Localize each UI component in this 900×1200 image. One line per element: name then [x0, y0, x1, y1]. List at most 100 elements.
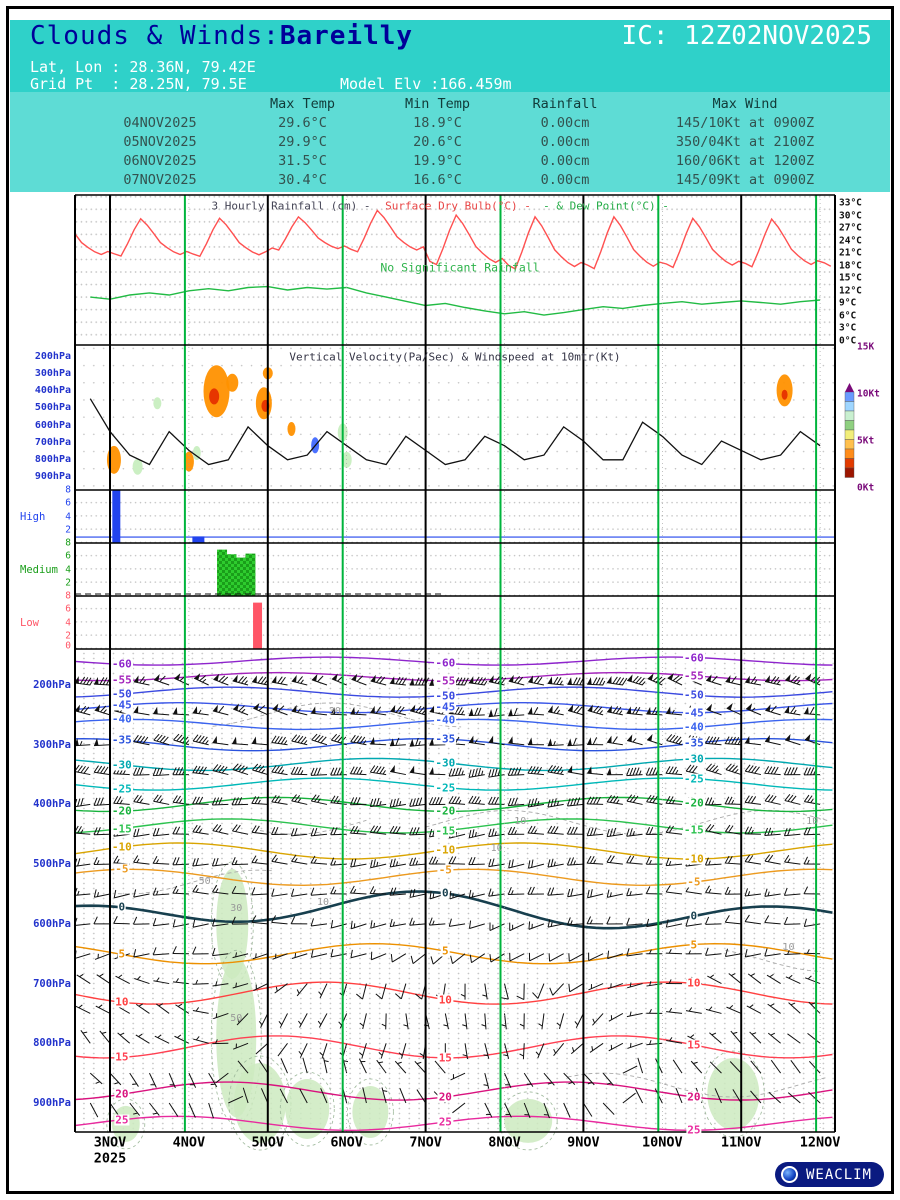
wind-barb: [299, 1088, 308, 1104]
wind-barb: [566, 826, 584, 835]
rh-contour: [346, 1078, 394, 1146]
isotherm--30: [74, 757, 833, 772]
wind-barb: [153, 673, 170, 686]
wind-barb: [547, 887, 564, 896]
wind-barb: [606, 735, 623, 746]
wind-barb: [212, 764, 229, 776]
wind-barb: [369, 797, 387, 808]
wind-barb: [744, 736, 761, 746]
wind-barb: [129, 1102, 140, 1116]
wind-barb: [583, 1072, 595, 1086]
wind-barb: [724, 855, 742, 865]
wind-barb: [350, 885, 367, 895]
wind-barb: [764, 766, 781, 776]
wind-barb: [430, 953, 446, 965]
forecast-row: 04NOV2025 29.6°C 18.9°C 0.00cm 145/10Kt at 0…: [85, 113, 885, 132]
wind-barb: [434, 1060, 446, 1074]
wind-barb: [370, 951, 387, 961]
cloud-bar-high: [192, 536, 205, 543]
wind-barb: [173, 733, 190, 746]
wind-barb: [429, 828, 446, 838]
wind-barb: [351, 673, 367, 686]
vertical-velocity-blob: [287, 422, 296, 437]
wind-barb: [73, 825, 91, 835]
wind-barb: [232, 952, 249, 959]
wind-barb: [538, 1013, 545, 1030]
model-elevation: Model Elv :166.459m: [340, 75, 512, 93]
wind-barb: [626, 948, 643, 957]
wind-barb: [784, 733, 801, 746]
isotherm--5: [74, 868, 833, 887]
wind-barb: [298, 1013, 308, 1028]
wind-barb: [666, 1007, 683, 1014]
vv-colorbar-segment: [844, 439, 855, 450]
wind-barb: [764, 854, 781, 865]
forecast-cell: 04NOV2025: [123, 114, 197, 131]
wind-barb: [746, 1004, 762, 1014]
forecast-header-row: Max Temp Min Temp Rainfall Max Wind: [85, 94, 885, 113]
forecast-cell: 160/06Kt at 1200Z: [675, 152, 815, 169]
wind-barb: [133, 767, 150, 776]
wind-barb: [488, 888, 505, 897]
wind-barb: [804, 949, 821, 955]
vertical-velocity-blob: [183, 451, 194, 472]
wind-barb: [516, 983, 525, 1001]
wind-barb: [152, 947, 170, 956]
vv-colorbar-segment: [844, 429, 855, 440]
windspeed-10m-line: [89, 398, 821, 466]
vertical-velocity-blob: [132, 458, 143, 475]
wind-barb: [507, 767, 525, 776]
wind-barb: [253, 983, 269, 992]
wind-barb: [468, 707, 485, 717]
wind-barb: [211, 947, 229, 957]
wind-barb: [172, 919, 190, 928]
wind-barb: [504, 1072, 512, 1089]
wind-barb: [785, 974, 801, 985]
isotherm--45: [74, 702, 833, 714]
weaclim-badge[interactable]: WEACLIM: [774, 1162, 884, 1187]
wind-barb: [645, 826, 663, 836]
vertical-velocity-blob: [153, 397, 162, 410]
wind-barb: [317, 1013, 328, 1028]
vv-colorbar-segment: [844, 401, 855, 412]
forecast-cell: 16.6°C: [413, 171, 462, 188]
wind-barb: [428, 856, 446, 865]
wind-barb: [99, 1030, 111, 1044]
wind-barb: [528, 859, 545, 869]
wind-barb: [805, 673, 821, 686]
wind-barb: [350, 825, 367, 835]
wind-barb: [390, 704, 406, 716]
wind-barb: [291, 734, 308, 746]
wind-barb: [705, 857, 722, 866]
wind-barb: [783, 827, 801, 837]
wind-barb: [135, 1003, 150, 1014]
wind-barb: [277, 1042, 288, 1057]
wind-barb: [808, 1060, 821, 1074]
wind-barb: [280, 1058, 288, 1074]
wind-barb: [685, 884, 702, 895]
wind-barb: [665, 919, 683, 928]
wind-barb: [233, 703, 249, 716]
wind-barb: [563, 1102, 571, 1118]
dry-bulb-line: [74, 209, 832, 270]
wind-barb: [175, 1003, 190, 1014]
wind-barb: [310, 855, 328, 865]
wind-barb: [764, 948, 781, 957]
wind-barb: [389, 858, 406, 868]
wind-barb: [172, 826, 189, 835]
wind-barb: [527, 706, 544, 716]
forecast-cell: 0.00cm: [540, 152, 590, 169]
wind-barb: [645, 767, 663, 776]
wind-barb: [443, 1013, 449, 1030]
wind-barb: [626, 706, 643, 716]
humidity-shaded-area: [707, 1058, 760, 1131]
wind-barb: [519, 1013, 525, 1030]
wind-barb: [403, 1013, 409, 1030]
wind-barb: [192, 857, 209, 867]
wind-barb: [75, 1004, 91, 1014]
wind-barb: [589, 1042, 604, 1053]
wind-barb: [606, 916, 623, 925]
wind-barb: [483, 1073, 490, 1089]
wind-barb: [764, 794, 781, 805]
wind-barb: [627, 734, 643, 746]
